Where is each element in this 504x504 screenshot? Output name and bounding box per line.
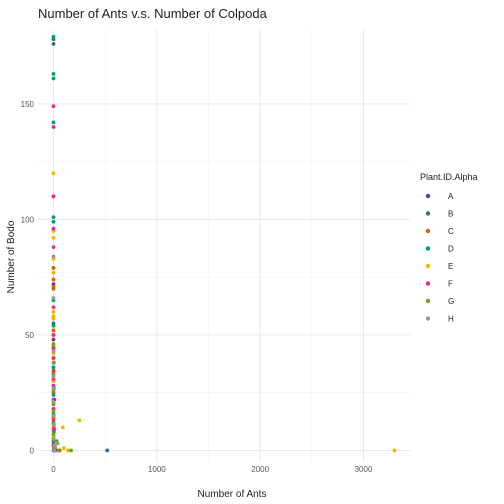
data-point-h <box>51 349 56 354</box>
data-point-h <box>52 448 56 453</box>
data-point-d <box>51 35 56 39</box>
data-point-b <box>51 41 56 46</box>
data-point-f <box>51 427 56 432</box>
data-point-f <box>51 305 56 310</box>
data-point-h <box>51 436 56 441</box>
data-point-b <box>105 448 110 453</box>
data-point-e <box>60 425 65 430</box>
data-point-c <box>51 328 56 333</box>
chart-title: Number of Ants v.s. Number of Colpoda <box>38 6 268 21</box>
legend-key-c <box>425 228 431 234</box>
major-gridlines <box>38 30 410 462</box>
minor-gridlines <box>38 30 410 462</box>
y-axis-ticks: 0 50 100 150 <box>21 100 35 456</box>
data-point-h <box>51 386 56 390</box>
data-point-f <box>51 245 56 250</box>
y-tick-label: 0 <box>30 446 35 455</box>
data-point-g <box>56 448 61 453</box>
data-point-d <box>51 215 56 220</box>
data-point-h <box>51 254 56 259</box>
data-point-g <box>51 342 56 347</box>
y-tick-label: 50 <box>25 331 34 340</box>
data-point-d <box>51 323 56 328</box>
data-point-e <box>77 418 82 423</box>
x-tick-label: 1000 <box>148 465 166 474</box>
legend-key-e <box>425 263 431 269</box>
data-point-d <box>51 76 56 81</box>
data-point-d <box>51 120 56 125</box>
legend-label-h: H <box>448 315 454 324</box>
data-point-h <box>51 423 56 427</box>
data-point-e <box>61 446 66 451</box>
data-point-f <box>51 194 56 199</box>
data-point-c <box>51 266 56 270</box>
data-point-e <box>51 270 56 275</box>
data-point-f <box>51 356 56 360</box>
data-point-g <box>51 432 56 437</box>
y-axis-title: Number of Bodo <box>6 220 17 293</box>
x-tick-label: 0 <box>51 465 56 474</box>
legend-label-d: D <box>448 245 454 254</box>
data-point-f <box>51 104 56 109</box>
legend-label-g: G <box>448 297 454 306</box>
y-tick-label: 100 <box>21 215 35 224</box>
x-axis-title: Number of Ants <box>198 489 267 500</box>
legend-label-f: F <box>448 280 453 289</box>
data-point-d <box>51 71 56 76</box>
data-point-d <box>51 365 56 370</box>
data-point-e <box>51 171 56 176</box>
legend-label-a: A <box>448 192 454 201</box>
x-axis-ticks: 0 1000 2000 3000 <box>51 465 373 474</box>
data-point-c <box>51 277 56 282</box>
legend-label-b: B <box>448 210 453 219</box>
data-point-h <box>51 413 56 418</box>
data-point-h <box>51 296 56 300</box>
data-point-f <box>51 226 56 231</box>
y-tick-label: 150 <box>21 100 35 109</box>
data-point-h <box>52 443 57 448</box>
data-point-h <box>55 441 60 446</box>
legend-key-h <box>425 316 431 321</box>
data-point-c <box>51 286 56 291</box>
data-point-e <box>66 448 70 453</box>
data-point-a <box>51 337 56 342</box>
legend-key-b <box>425 211 431 216</box>
legend-key-a <box>425 193 431 199</box>
legend-key-g <box>425 298 431 304</box>
data-point-e <box>392 448 397 453</box>
data-point-f <box>51 125 56 129</box>
data-point-g <box>51 409 56 414</box>
data-point-g <box>69 448 73 453</box>
legend-label-c: C <box>448 227 454 236</box>
data-point-d <box>51 219 56 224</box>
data-points <box>51 35 397 453</box>
legend-label-e: E <box>448 262 453 271</box>
data-point-e <box>51 309 56 314</box>
data-point-h <box>51 400 56 404</box>
data-point-d <box>51 393 56 397</box>
data-point-e <box>51 236 56 240</box>
data-point-f <box>51 333 56 337</box>
data-point-h <box>51 374 56 379</box>
data-point-g <box>51 360 56 365</box>
data-point-e <box>51 316 56 321</box>
legend-key-f <box>425 281 431 286</box>
x-tick-label: 3000 <box>355 465 373 474</box>
x-tick-label: 2000 <box>251 465 269 474</box>
legend-key-d <box>425 246 431 251</box>
legend-title: Plant.ID.Alpha <box>420 172 478 182</box>
